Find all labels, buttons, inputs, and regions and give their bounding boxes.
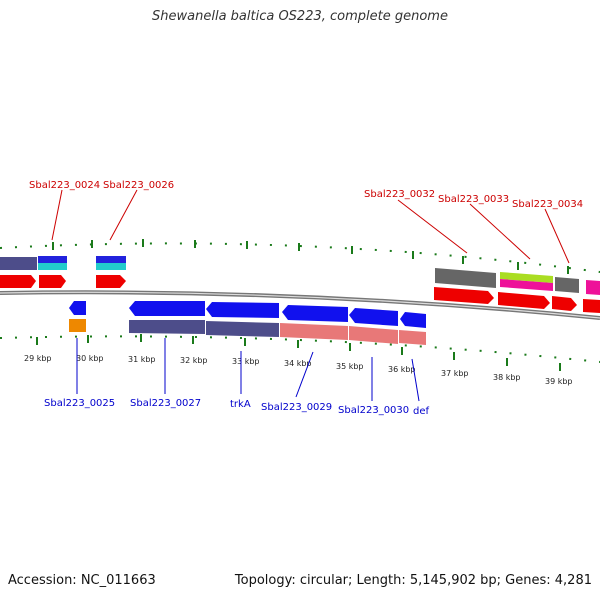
gene-feature[interactable]	[38, 256, 67, 263]
bottom-label-leaders	[76, 338, 420, 402]
kbp-label: 29 kbp	[24, 354, 52, 363]
gene-label-sbal223-0024[interactable]: Sbal223_0024	[29, 180, 100, 191]
gene-feature[interactable]	[552, 296, 577, 311]
genome-summary: Topology: circular; Length: 5,145,902 bp…	[234, 573, 592, 588]
gene-feature[interactable]	[349, 308, 398, 326]
kbp-label: 31 kbp	[128, 355, 156, 364]
outer-major-ticks	[52, 239, 569, 274]
kbp-label: 38 kbp	[493, 373, 521, 382]
gene-feature[interactable]	[96, 256, 126, 263]
gene-feature[interactable]	[0, 257, 37, 270]
gene-label-sbal223-0025[interactable]: Sbal223_0025	[44, 398, 115, 409]
gene-feature[interactable]	[349, 326, 398, 344]
gene-feature[interactable]	[282, 305, 348, 322]
map-title: Shewanella baltica OS223, complete genom…	[152, 9, 448, 24]
inner-tick-track	[0, 335, 600, 363]
gene-feature[interactable]	[586, 280, 600, 295]
gene-label-trka[interactable]: trkA	[230, 399, 251, 410]
gene-feature[interactable]	[399, 330, 426, 345]
gene-feature[interactable]	[500, 279, 553, 291]
gene-feature[interactable]	[280, 323, 348, 340]
kbp-label: 35 kbp	[336, 362, 364, 371]
kbp-label: 36 kbp	[388, 365, 416, 374]
kbp-label: 37 kbp	[441, 369, 469, 378]
gene-feature[interactable]	[96, 275, 126, 288]
gene-feature[interactable]	[69, 319, 86, 332]
gene-feature[interactable]	[583, 299, 600, 313]
gene-label-sbal223-0034[interactable]: Sbal223_0034	[512, 199, 583, 210]
kbp-labels: 29 kbp 30 kbp 31 kbp 32 kbp 33 kbp 34 kb…	[24, 354, 573, 386]
kbp-label: 30 kbp	[76, 354, 104, 363]
gene-feature[interactable]	[39, 275, 66, 288]
gene-feature[interactable]	[206, 321, 279, 337]
gene-feature[interactable]	[434, 287, 494, 304]
gene-feature[interactable]	[0, 275, 36, 288]
gene-feature[interactable]	[498, 292, 550, 309]
gene-feature[interactable]	[500, 272, 553, 283]
inner-major-ticks	[36, 334, 561, 371]
gene-label-sbal223-0033[interactable]: Sbal223_0033	[438, 194, 509, 205]
kbp-label: 34 kbp	[284, 359, 312, 368]
genome-backbone-highlight	[0, 291, 600, 319]
gene-feature[interactable]	[129, 301, 205, 316]
gene-label-sbal223-0027[interactable]: Sbal223_0027	[130, 398, 201, 409]
kbp-label: 33 kbp	[232, 357, 260, 366]
kbp-label: 32 kbp	[180, 356, 208, 365]
gene-feature[interactable]	[38, 263, 67, 270]
gene-feature[interactable]	[555, 277, 579, 293]
gene-label-sbal223-0026[interactable]: Sbal223_0026	[103, 180, 174, 191]
accession-label: Accession: NC_011663	[8, 573, 156, 588]
gene-label-sbal223-0029[interactable]: Sbal223_0029	[261, 402, 332, 413]
gene-label-sbal223-0030[interactable]: Sbal223_0030	[338, 405, 409, 416]
gene-feature[interactable]	[129, 320, 205, 334]
gene-label-def[interactable]: def	[413, 406, 430, 417]
gene-label-sbal223-0032[interactable]: Sbal223_0032	[364, 189, 435, 200]
gene-feature[interactable]	[206, 302, 279, 318]
gene-feature[interactable]	[69, 301, 86, 315]
top-label-leaders	[51, 189, 570, 264]
gene-feature[interactable]	[96, 263, 126, 270]
kbp-label: 39 kbp	[545, 377, 573, 386]
gene-feature[interactable]	[435, 268, 496, 288]
gene-feature[interactable]	[400, 312, 426, 328]
